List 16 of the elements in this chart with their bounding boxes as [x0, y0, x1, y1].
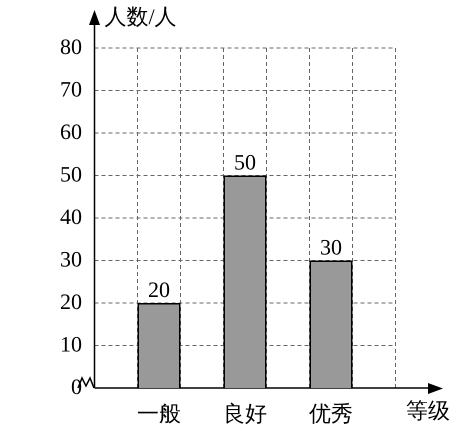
- data-label: 20: [148, 276, 170, 302]
- x-tick-label: 优秀: [309, 400, 353, 426]
- y-tick-label: 50: [60, 161, 82, 186]
- data-label: 30: [320, 234, 342, 260]
- y-tick-label: 80: [60, 34, 82, 59]
- y-tick-label: 30: [60, 246, 82, 272]
- x-tick-label: 良好: [223, 400, 267, 426]
- y-axis-title: 人数/人: [104, 4, 177, 29]
- x-tick-label: 一般: [137, 400, 181, 426]
- y-tick-label: 20: [60, 288, 82, 314]
- y-tick-label: 40: [60, 204, 82, 229]
- y-tick-label: 70: [60, 76, 82, 102]
- x-axis-title: 等级: [406, 398, 450, 423]
- y-tick-label: 10: [60, 331, 82, 356]
- y-tick-label: 60: [60, 118, 82, 144]
- data-label: 50: [234, 149, 256, 174]
